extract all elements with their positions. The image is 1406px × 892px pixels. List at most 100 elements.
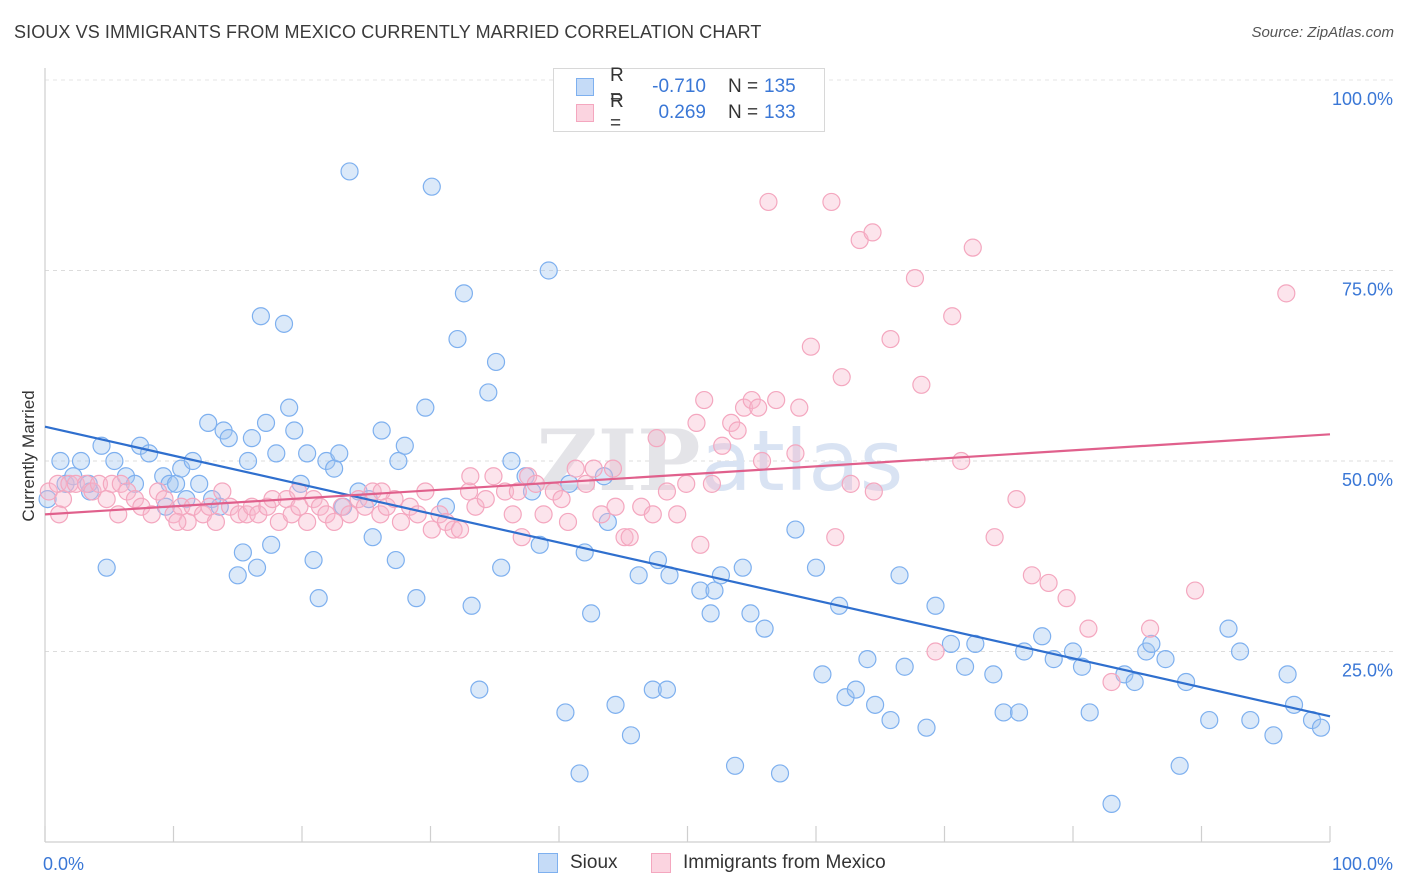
sioux-point xyxy=(262,535,281,554)
sioux-point xyxy=(309,589,328,608)
sioux-point xyxy=(330,444,349,463)
y-tick-label: 50.0% xyxy=(1342,470,1393,490)
mexico-point xyxy=(552,490,571,509)
mexico-point xyxy=(1079,619,1098,638)
sioux-point xyxy=(994,703,1013,722)
mexico-point xyxy=(1102,672,1121,692)
sioux-point xyxy=(492,558,511,577)
mexico-point xyxy=(508,482,527,501)
sioux-point xyxy=(1033,627,1052,646)
sioux-point xyxy=(1230,642,1250,661)
sioux-point xyxy=(806,558,826,577)
mexico-point xyxy=(459,482,479,501)
sioux-point xyxy=(858,650,877,669)
mexico-point xyxy=(340,505,359,524)
sioux-point xyxy=(955,657,975,676)
sioux-point xyxy=(606,695,625,714)
mexico-point xyxy=(584,459,603,478)
legend-swatch-mexico xyxy=(576,104,594,122)
y-tick-label: 25.0% xyxy=(1342,661,1393,681)
mexico-point xyxy=(657,482,677,501)
mexico-point xyxy=(767,390,786,410)
mexico-point xyxy=(450,520,470,539)
sioux-point xyxy=(643,680,662,699)
sioux-point xyxy=(725,756,745,775)
mexico-point xyxy=(647,429,666,448)
sioux-point xyxy=(1284,695,1304,714)
mexico-point xyxy=(566,459,585,478)
axis-labels: 25.0% 50.0% 75.0% 100.0% 0.0% 100.0% Currently… xyxy=(19,89,1393,874)
sioux-point xyxy=(629,566,648,585)
mexico-point xyxy=(881,329,900,349)
mexico-point xyxy=(943,307,962,326)
sioux-point xyxy=(267,444,286,463)
mexico-point xyxy=(461,467,480,486)
mexico-point xyxy=(576,474,596,493)
y-tick-label: 100.0% xyxy=(1332,89,1393,109)
sioux-point xyxy=(1080,703,1099,722)
sioux-point xyxy=(395,436,414,455)
sioux-point xyxy=(436,497,456,516)
mexico-point xyxy=(801,337,820,356)
mexico-point xyxy=(1185,581,1205,600)
legend-row-sioux: R = -0.710 N = 135 xyxy=(576,65,796,108)
sioux-point xyxy=(846,680,865,699)
sioux-point xyxy=(1102,794,1121,814)
mexico-point xyxy=(142,505,161,524)
mexico-point xyxy=(752,451,772,471)
sioux-point xyxy=(280,398,299,417)
sioux-point xyxy=(1219,619,1238,638)
mexico-point xyxy=(206,512,226,532)
bottom-legend-mexico: Immigrants from Mexico xyxy=(651,852,886,874)
x-tick-label: 0.0% xyxy=(43,854,84,874)
mexico-point xyxy=(325,512,344,532)
sioux-point xyxy=(190,474,209,493)
sioux-point xyxy=(125,474,145,493)
sioux-point xyxy=(1170,756,1189,775)
sioux-point xyxy=(813,665,832,684)
sioux-point xyxy=(242,429,261,448)
sioux-point xyxy=(556,703,575,722)
mexico-point xyxy=(749,398,768,417)
sioux-point xyxy=(1072,657,1092,676)
mexico-point xyxy=(495,482,515,501)
mexico-point xyxy=(1022,566,1041,585)
mexico-point xyxy=(952,451,971,471)
mexico-point xyxy=(713,436,732,455)
legend-n-label: N = xyxy=(728,102,759,123)
mexico-point xyxy=(1057,589,1076,608)
bottom-legend-swatch-sioux xyxy=(538,853,558,873)
mexico-point xyxy=(372,482,391,501)
watermark-text: ZIPatlas xyxy=(537,411,904,510)
sioux-point xyxy=(422,177,441,196)
sioux-point xyxy=(866,695,885,714)
mexico-point xyxy=(734,398,754,417)
mexico-point xyxy=(668,505,687,524)
sioux-point xyxy=(285,421,304,440)
grid-lines xyxy=(45,79,1395,652)
sioux-point xyxy=(1264,726,1283,745)
sioux-trend-line xyxy=(44,425,1331,718)
mexico-point xyxy=(1007,490,1026,509)
mexico-point xyxy=(282,505,301,524)
mexico-point xyxy=(603,459,623,478)
mexico-point xyxy=(615,528,634,547)
legend-n-value: 133 xyxy=(764,102,796,123)
mexico-point xyxy=(148,482,168,501)
source-label: Source: ZipAtlas.com xyxy=(1251,24,1394,41)
legend-n-label: N = xyxy=(728,76,759,97)
sioux-point xyxy=(1156,650,1175,669)
mexico-point xyxy=(728,421,747,440)
sioux-point xyxy=(274,314,294,333)
sioux-point xyxy=(1125,672,1144,692)
trend-lines xyxy=(44,425,1331,718)
mexico-point xyxy=(213,482,232,501)
mexico-point xyxy=(1039,573,1058,593)
mexico-point xyxy=(905,269,925,288)
sioux-point xyxy=(770,764,790,783)
sioux-point xyxy=(530,535,549,554)
mexico-point xyxy=(790,398,809,417)
legend-r-label: R = xyxy=(610,91,624,134)
mexico-point xyxy=(695,390,714,410)
